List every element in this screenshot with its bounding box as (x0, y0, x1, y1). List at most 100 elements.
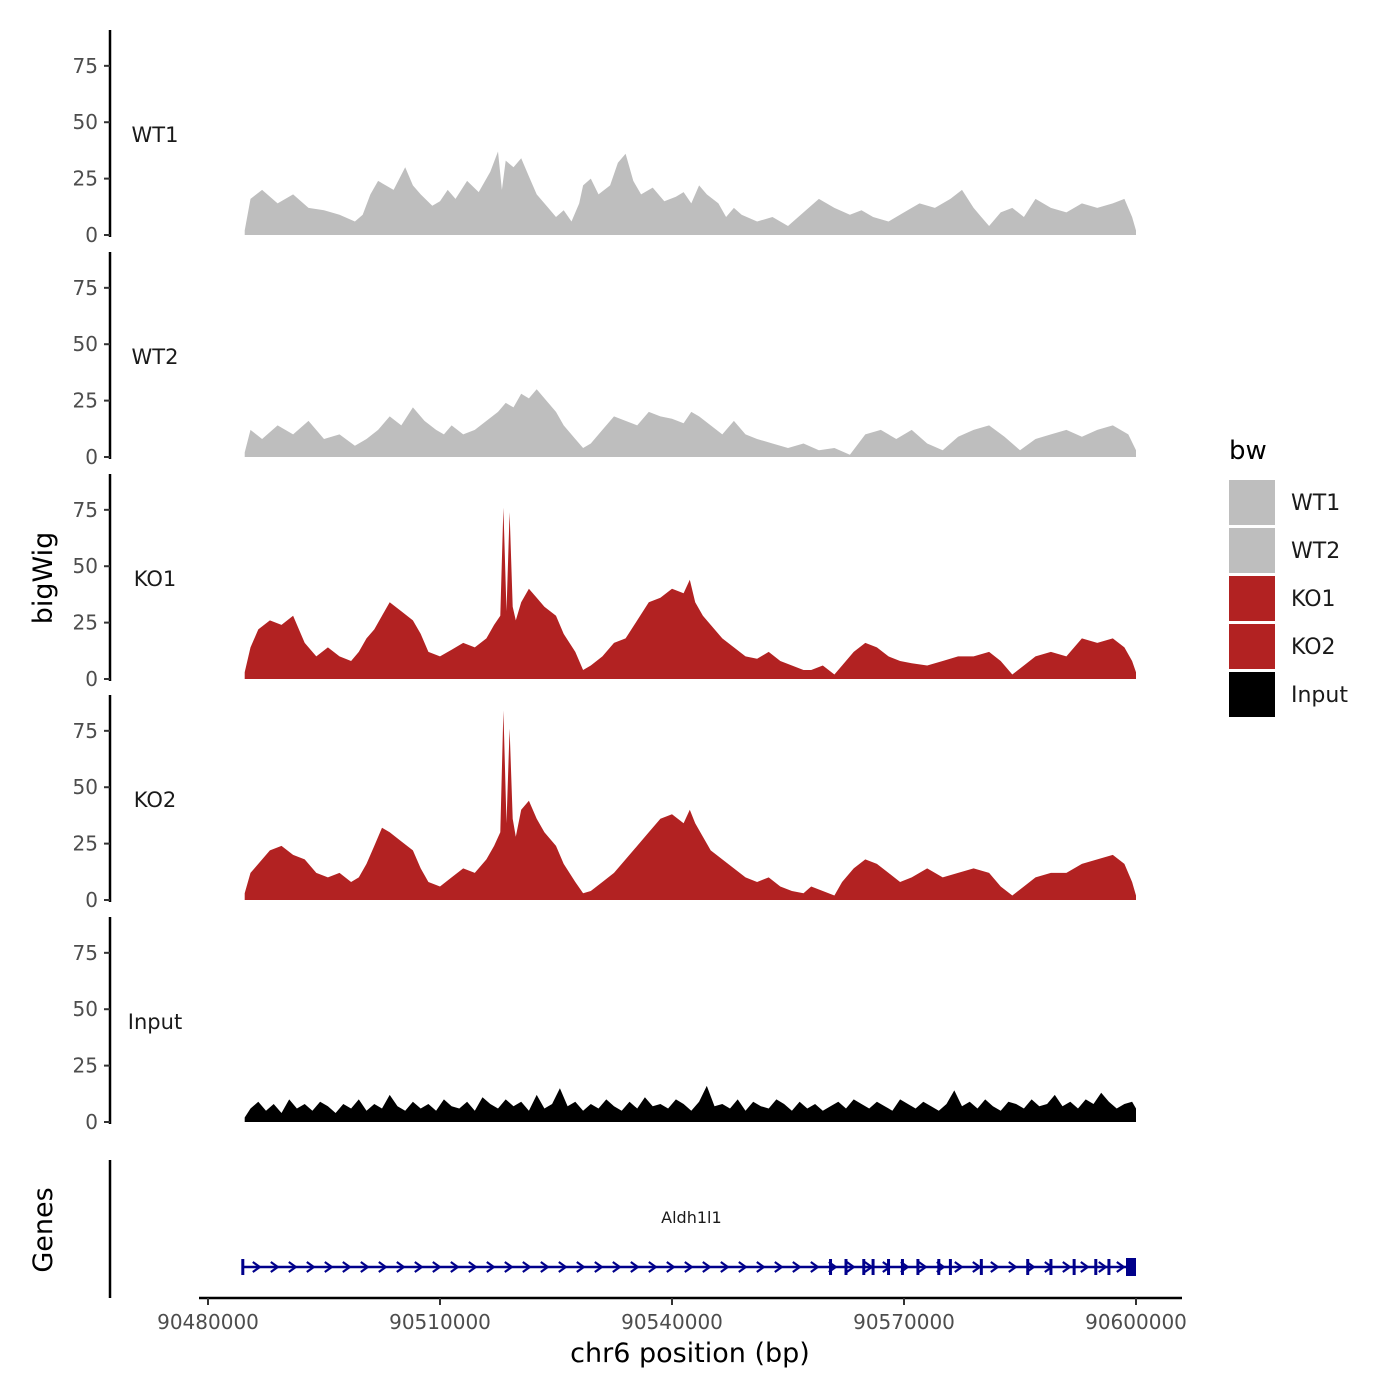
y-axis-title-genes: Genes (28, 1187, 59, 1272)
strand-arrow (792, 1261, 802, 1273)
track-label-wt1: WT1 (132, 123, 179, 147)
gene-exon (862, 1259, 866, 1275)
track-label-input: Input (128, 1010, 182, 1034)
strand-arrow (918, 1261, 928, 1273)
x-tick-label: 90510000 (389, 1310, 491, 1334)
bigwig-panels: 0 25 50 75 WT1 0 25 50 75 WT2 0 25 50 75 KO1 0 25 50 75 KO2… (73, 30, 1136, 1134)
gene-exon-utr (1126, 1258, 1136, 1276)
gene-exon (948, 1259, 952, 1275)
gene-exon (900, 1259, 904, 1275)
y-tick-label: 25 (73, 611, 98, 635)
y-axis-title-bigwig: bigWig (28, 532, 59, 625)
gene-model: Aldh1l1 (241, 1208, 1136, 1276)
strand-arrow (756, 1261, 766, 1273)
y-tick-label: 50 (73, 554, 98, 578)
signal-area-ko1 (244, 507, 1136, 679)
legend-label-ko1: KO1 (1291, 587, 1336, 612)
strand-arrow (954, 1261, 964, 1273)
strand-arrow (612, 1261, 622, 1273)
gene-exon (1072, 1259, 1076, 1275)
genes-panel: Aldh1l1 (108, 1160, 1136, 1298)
strand-arrow (432, 1261, 442, 1273)
track-panel-input: 0 25 50 75 Input (73, 917, 1136, 1134)
strand-arrow (270, 1261, 280, 1273)
strand-arrow (684, 1261, 694, 1273)
legend-key-wt1 (1229, 480, 1275, 525)
y-tick-label: 75 (73, 941, 98, 965)
signal-area-input (244, 1085, 1136, 1122)
strand-arrow (414, 1261, 424, 1273)
signal-area-wt1 (244, 151, 1136, 235)
strand-arrow (396, 1261, 406, 1273)
gene-exon (871, 1259, 875, 1275)
legend-key-ko2 (1229, 624, 1275, 669)
x-tick-label: 90600000 (1085, 1310, 1187, 1334)
strand-arrow (540, 1261, 550, 1273)
strand-arrow (522, 1261, 532, 1273)
y-tick-label: 0 (85, 445, 98, 469)
gene-exon (241, 1259, 245, 1275)
y-tick-label: 25 (73, 167, 98, 191)
strand-arrow (648, 1261, 658, 1273)
x-axis-title: chr6 position (bp) (570, 1338, 810, 1369)
strand-arrow (720, 1261, 730, 1273)
signal-area-wt2 (244, 389, 1136, 457)
y-tick-label: 75 (73, 54, 98, 78)
strand-arrow (324, 1261, 334, 1273)
gene-exon (887, 1259, 891, 1275)
track-label-ko2: KO2 (134, 788, 177, 812)
y-tick-label: 25 (73, 389, 98, 413)
legend-label-ko2: KO2 (1291, 635, 1336, 660)
strand-arrow (1008, 1261, 1018, 1273)
strand-arrow (576, 1261, 586, 1273)
y-tick-label: 50 (73, 110, 98, 134)
strand-arrow (594, 1261, 604, 1273)
strand-arrow (666, 1261, 676, 1273)
legend-key-ko1 (1229, 576, 1275, 621)
track-panel-ko2: 0 25 50 75 KO2 (73, 695, 1136, 912)
legend-label-input: Input (1291, 683, 1348, 708)
strand-arrow (990, 1261, 1000, 1273)
y-tick-label: 0 (85, 1110, 98, 1134)
legend-key-wt2 (1229, 528, 1275, 573)
gene-exon (937, 1259, 941, 1275)
strand-arrow (1098, 1261, 1108, 1273)
y-tick-label: 25 (73, 1054, 98, 1078)
strand-arrow (486, 1261, 496, 1273)
legend: bw WT1 WT2 KO1 KO2 Input (1229, 436, 1348, 717)
gene-exon (1049, 1259, 1053, 1275)
y-tick-label: 75 (73, 276, 98, 300)
signal-area-ko2 (244, 710, 1136, 900)
strand-arrow (630, 1261, 640, 1273)
strand-arrow (1062, 1261, 1072, 1273)
strand-arrow (288, 1261, 298, 1273)
x-axis: 90480000 90510000 90540000 90570000 90600000 (157, 1296, 1187, 1334)
gene-exon (979, 1259, 983, 1275)
legend-title: bw (1229, 436, 1267, 466)
strand-arrow (774, 1261, 784, 1273)
strand-arrow (306, 1261, 316, 1273)
strand-arrow (846, 1261, 856, 1273)
track-panel-wt2: 0 25 50 75 WT2 (73, 252, 1136, 469)
gene-exon (844, 1259, 848, 1275)
strand-arrow (702, 1261, 712, 1273)
y-tick-label: 75 (73, 719, 98, 743)
strand-arrow (360, 1261, 370, 1273)
strand-arrow (342, 1261, 352, 1273)
x-tick-label: 90540000 (621, 1310, 723, 1334)
legend-key-input (1229, 672, 1275, 717)
y-tick-label: 25 (73, 832, 98, 856)
y-tick-label: 50 (73, 332, 98, 356)
y-tick-label: 0 (85, 888, 98, 912)
legend-label-wt2: WT2 (1291, 539, 1340, 564)
y-tick-label: 50 (73, 775, 98, 799)
y-tick-label: 50 (73, 997, 98, 1021)
y-tick-label: 75 (73, 498, 98, 522)
y-tick-label: 0 (85, 667, 98, 691)
strand-arrow (252, 1261, 262, 1273)
strand-arrow (558, 1261, 568, 1273)
strand-arrow (1116, 1261, 1126, 1273)
gene-exon (1107, 1259, 1111, 1275)
gene-exon (1026, 1259, 1030, 1275)
gene-name-label: Aldh1l1 (661, 1208, 722, 1227)
